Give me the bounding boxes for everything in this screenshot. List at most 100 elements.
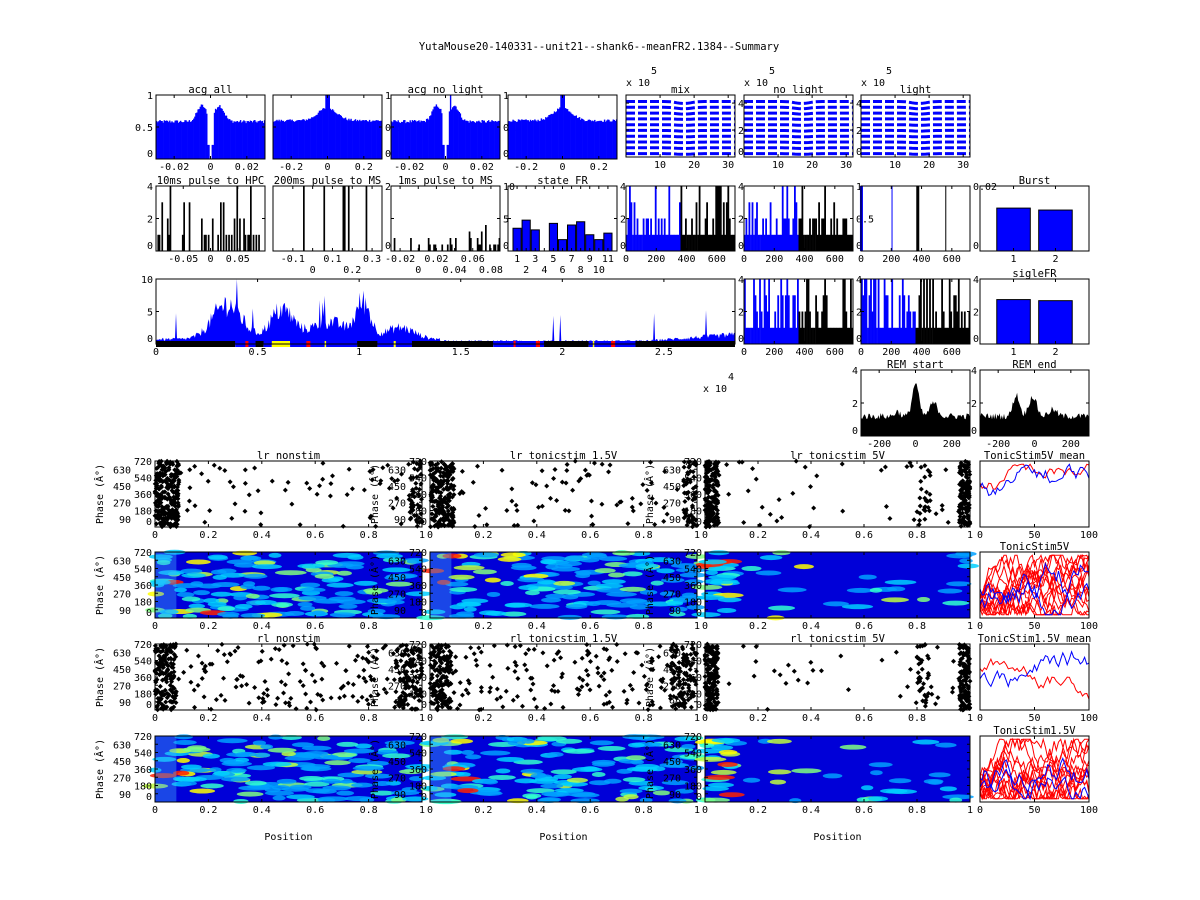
y-tick-label: 0 bbox=[620, 241, 626, 252]
spike-point bbox=[445, 474, 451, 480]
spike-point bbox=[412, 466, 418, 472]
spike-point bbox=[286, 671, 292, 677]
panel-title: TonicStim1.5V bbox=[993, 725, 1076, 737]
spike-point bbox=[173, 507, 179, 513]
histogram-bar bbox=[865, 279, 868, 344]
histogram-bar bbox=[879, 327, 881, 345]
histogram-bar bbox=[441, 113, 443, 159]
spike-point bbox=[437, 501, 443, 507]
heatmap-blob bbox=[552, 589, 581, 595]
histogram-bar bbox=[313, 116, 315, 159]
heatmap-blob bbox=[589, 780, 611, 786]
y-tick-label: 0 bbox=[738, 147, 744, 158]
histogram-bar bbox=[809, 311, 811, 344]
heatmap-blob bbox=[887, 586, 906, 592]
heatmap-blob bbox=[928, 772, 951, 778]
spike-point bbox=[515, 522, 521, 528]
histogram-bar bbox=[455, 106, 457, 159]
histogram-bar bbox=[846, 327, 849, 345]
histogram-bar bbox=[193, 118, 195, 159]
histogram-bar bbox=[161, 202, 164, 252]
histogram-bar bbox=[713, 234, 716, 252]
heatmap-blob bbox=[252, 740, 266, 746]
spike-point bbox=[463, 654, 469, 660]
trace-line bbox=[979, 463, 1090, 497]
histogram-bar bbox=[548, 115, 550, 159]
panel-title: lr nonstim bbox=[257, 450, 320, 462]
histogram-bar bbox=[397, 120, 399, 159]
spike-point bbox=[278, 679, 284, 685]
y-tick-label: 180 bbox=[409, 782, 427, 793]
heatmap-blob bbox=[550, 769, 577, 775]
histogram-bar bbox=[831, 327, 834, 345]
histogram-bar bbox=[393, 238, 396, 251]
spike-point bbox=[431, 475, 437, 481]
heatmap-blob bbox=[317, 736, 331, 742]
y-tick-label: 360 bbox=[134, 765, 152, 776]
histogram-bar bbox=[485, 122, 488, 159]
histogram-bar bbox=[339, 115, 341, 159]
heatmap-blob bbox=[216, 738, 248, 744]
heatmap-blob bbox=[181, 764, 202, 770]
x-tick-label: 2 bbox=[1052, 347, 1058, 358]
spike-point bbox=[468, 645, 474, 651]
histogram-bar bbox=[768, 279, 770, 344]
spike-point bbox=[962, 464, 968, 470]
spike-point bbox=[685, 519, 691, 525]
x-tick-label: -0.02 bbox=[394, 162, 424, 173]
spike-point bbox=[585, 471, 591, 477]
histogram-bar bbox=[260, 121, 262, 159]
heatmap-blob bbox=[203, 598, 220, 604]
axes-frame bbox=[743, 94, 854, 158]
spike-point bbox=[795, 677, 801, 683]
histogram-bar bbox=[968, 311, 971, 344]
x-tick-label: 0.2 bbox=[474, 530, 492, 541]
heatmap-blob bbox=[927, 779, 943, 785]
x-tick-label: 0.8 bbox=[360, 621, 378, 632]
histogram-bar bbox=[803, 234, 805, 252]
spike-point bbox=[579, 655, 585, 661]
histogram-bar bbox=[220, 108, 222, 159]
histogram-bar bbox=[927, 327, 930, 345]
histogram-bar bbox=[366, 121, 369, 159]
x-tick-label: -0.1 bbox=[281, 254, 305, 265]
spike-point bbox=[370, 467, 376, 473]
spike-point bbox=[303, 691, 309, 697]
spike-point bbox=[916, 522, 922, 528]
histogram-bar bbox=[168, 122, 170, 159]
heatmap-blob bbox=[546, 752, 564, 758]
spike-point bbox=[582, 467, 588, 473]
spike-point bbox=[345, 680, 351, 686]
histogram-bar bbox=[845, 218, 848, 251]
histogram-bar bbox=[161, 121, 163, 159]
histogram-bar bbox=[477, 121, 479, 159]
histogram-bar bbox=[757, 327, 760, 345]
histogram-bar bbox=[760, 234, 763, 252]
histogram-bar bbox=[660, 218, 663, 251]
x-tick-label: 1 bbox=[419, 713, 425, 724]
spike-point bbox=[751, 673, 757, 679]
histogram-bar bbox=[236, 121, 239, 159]
spike-point bbox=[554, 497, 560, 503]
heatmap-blob bbox=[284, 611, 305, 617]
spike-point bbox=[304, 480, 310, 486]
heatmap-blob bbox=[545, 593, 566, 599]
heatmap-blob bbox=[456, 611, 475, 617]
spike-point bbox=[166, 510, 172, 516]
histogram-bar bbox=[653, 234, 656, 252]
histogram-bar bbox=[523, 120, 525, 159]
spike-point bbox=[785, 662, 791, 668]
spike-point bbox=[692, 494, 698, 500]
heatmap-blob bbox=[495, 768, 511, 774]
heatmap-band bbox=[155, 736, 177, 802]
spike-point bbox=[450, 475, 456, 481]
histogram-bar bbox=[305, 119, 308, 159]
x-tick-label: 0 bbox=[152, 805, 158, 816]
histogram-bar bbox=[744, 234, 746, 252]
histogram-bar bbox=[466, 120, 468, 159]
spike-point bbox=[165, 491, 171, 497]
histogram-bar bbox=[428, 119, 430, 159]
histogram-bar bbox=[777, 234, 780, 252]
histogram-bar bbox=[364, 120, 366, 159]
